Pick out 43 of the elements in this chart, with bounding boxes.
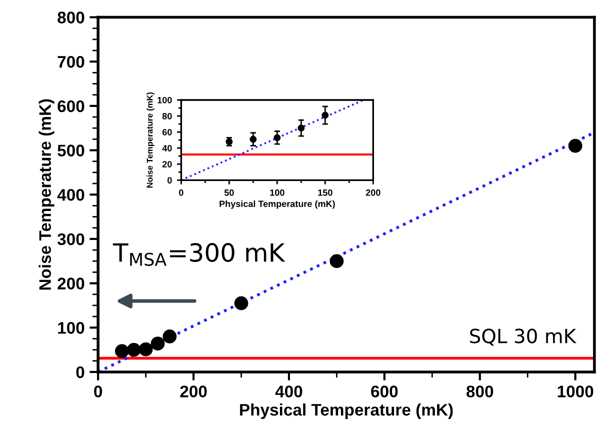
x-tick-label: 100 — [270, 189, 284, 196]
point — [162, 330, 177, 344]
point — [274, 134, 281, 142]
point — [114, 344, 129, 358]
point — [330, 254, 344, 268]
point — [234, 296, 248, 310]
x-tick-label: 200 — [366, 189, 380, 196]
y-axis-title: Noise Temperature (mK) — [146, 92, 154, 188]
y-axis-title: Noise Temperature (mK) — [38, 99, 54, 290]
x-tick-label: 0 — [94, 386, 102, 398]
y-tick-label: 0 — [168, 177, 172, 184]
y-tick-label: 100 — [158, 96, 172, 104]
y-tick-label: 100 — [58, 322, 84, 334]
x-tick-label: 150 — [318, 189, 332, 196]
y-tick-label: 600 — [58, 100, 84, 112]
x-tick-label: 50 — [224, 189, 234, 196]
x-tick-label: 1000 — [558, 386, 594, 398]
x-tick-label: 0 — [179, 189, 184, 196]
x-axis-title: Physical Temperature (mK) — [240, 403, 453, 419]
point — [298, 124, 305, 132]
y-tick-label: 80 — [162, 112, 172, 120]
y-tick-label: 300 — [57, 233, 84, 246]
annotation: T$_{MSA}$=300 mK — [112, 243, 286, 266]
y-tick-label: 500 — [58, 144, 84, 156]
x-tick-label: 600 — [371, 386, 398, 398]
x-tick-label: 200 — [180, 386, 207, 398]
y-tick-label: 40 — [162, 145, 172, 152]
y-tick-label: 200 — [58, 278, 84, 290]
y-tick-label: 0 — [76, 366, 84, 378]
ref-line-label: SQL 30 mK — [470, 328, 576, 346]
point — [568, 138, 582, 153]
x-tick-label: 800 — [466, 386, 494, 398]
y-tick-label: 700 — [58, 56, 84, 68]
point — [138, 342, 153, 356]
x-tick-label: 400 — [275, 386, 302, 398]
point — [126, 342, 141, 357]
point — [150, 336, 165, 351]
point — [250, 136, 257, 143]
point — [322, 112, 329, 119]
y-tick-label: 800 — [58, 12, 84, 24]
y-tick-label: 60 — [162, 129, 172, 136]
y-tick-label: 20 — [162, 161, 172, 168]
x-axis-title: Physical Temperature (mK) — [220, 200, 335, 209]
